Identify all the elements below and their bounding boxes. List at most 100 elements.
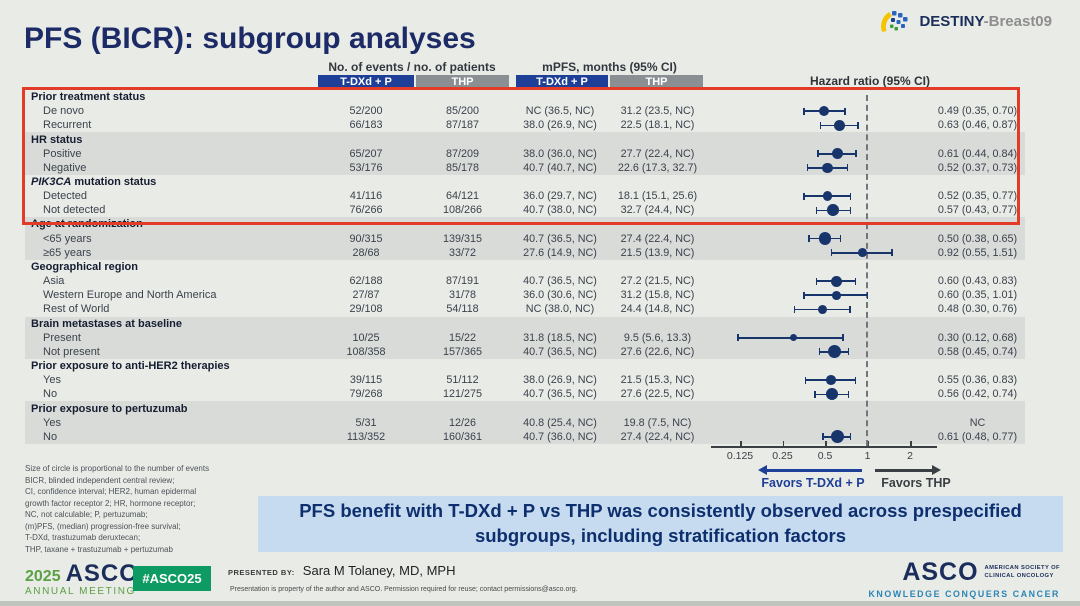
subgroup-row: No 79/268 121/275 40.7 (36.5, NC) 27.6 (22.5… [25, 387, 1025, 401]
arm-header-tdxd-mpfs: T-DXd + P [516, 75, 608, 90]
arm-header-thp-mpfs: THP [610, 75, 703, 90]
destiny-breast09-logo: DESTINY-Breast09 [878, 8, 1052, 34]
events-tdxd-value: 27/87 [352, 289, 380, 302]
axis-tick [910, 441, 912, 447]
events-tdxd-value: 39/115 [349, 374, 383, 387]
ci-cap-low [737, 334, 739, 342]
forest-plot-cell [705, 302, 930, 316]
events-thp-value: 85/178 [445, 161, 480, 174]
axis-tick-label: 0.5 [817, 450, 833, 462]
logo-breast09: -Breast09 [983, 12, 1052, 30]
forest-plot-cell [705, 345, 930, 359]
subgroup-row: Present 10/25 15/22 31.8 (18.5, NC) 9.5 (5.6… [25, 330, 1025, 345]
footnote-line: CI, confidence interval; HER2, human epi… [25, 487, 197, 496]
subgroup-label: Present [43, 331, 81, 344]
events-tdxd-value: 108/358 [346, 345, 386, 358]
ci-cap-high [855, 150, 857, 158]
favors-thp-arrow [875, 465, 941, 474]
forest-plot-cell [705, 104, 930, 118]
permission-note: Presentation is property of the author a… [230, 586, 578, 593]
forest-plot-cell [705, 232, 930, 246]
takeaway-banner: PFS benefit with T-DXd + P vs THP was co… [258, 496, 1063, 552]
axis-tick [782, 441, 784, 447]
mpfs-thp-value: 22.6 (17.3, 32.7) [617, 161, 698, 174]
ci-cap-low [806, 164, 809, 172]
hr-value: 0.61 (0.44, 0.84) [937, 147, 1018, 160]
ci-cap-low [804, 376, 807, 384]
subgroup-label: Recurrent [43, 119, 92, 132]
annual-meeting-label: ANNUAL MEETING [25, 586, 136, 597]
hr-point-marker [830, 430, 844, 444]
mpfs-tdxd-value: 40.7 (36.5, NC) [523, 388, 597, 401]
forest-plot-cell [705, 373, 930, 387]
ci-cap-high [854, 376, 857, 384]
ci-cap-high [846, 164, 849, 172]
subgroup-row: Not detected 76/266 108/266 40.7 (38.0, NC)… [25, 203, 1025, 217]
mpfs-tdxd-value: 38.0 (26.9, NC) [523, 119, 597, 132]
events-thp-value: 87/187 [445, 119, 480, 132]
subgroup-label: Yes [43, 374, 61, 387]
subgroup-label: ≥65 years [43, 246, 92, 259]
presented-by-label: PRESENTED BY: [228, 568, 295, 577]
forest-plot-cell [705, 118, 930, 132]
footnote-line: NC, not calculable; P, pertuzumab; [25, 510, 148, 519]
ci-cap-high [857, 121, 859, 129]
subgroup-row: Positive 65/207 87/209 38.0 (36.0, NC) 27.7 … [25, 146, 1025, 161]
forest-plot-cell [705, 246, 930, 260]
hr-value: 0.48 (0.30, 0.76) [937, 303, 1018, 316]
footnote-line: growth factor receptor 2; HR, hormone re… [25, 498, 196, 508]
mpfs-tdxd-value: NC (36.5, NC) [525, 105, 595, 118]
hr-value: 0.58 (0.45, 0.74) [937, 345, 1018, 358]
events-thp-value: 160/361 [442, 430, 483, 443]
mpfs-thp-value: 19.8 (7.5, NC) [623, 416, 692, 429]
ci-cap-high [842, 334, 844, 342]
hr-value: 0.56 (0.42, 0.74) [937, 388, 1018, 401]
subgroup-label: Detected [43, 190, 88, 203]
ci-cap-high [849, 305, 851, 313]
subgroup-row: Western Europe and North America 27/87 31/… [25, 288, 1025, 302]
group-header-row: Age at randomization [25, 217, 1025, 232]
mpfs-thp-value: 22.5 (18.1, NC) [620, 119, 695, 132]
subgroup-label: Yes [43, 416, 61, 429]
hr-point-marker [826, 375, 836, 386]
hr-value: 0.63 (0.46, 0.87) [937, 119, 1018, 132]
events-thp-value: 51/112 [446, 374, 479, 387]
asco-tagline: KNOWLEDGE CONQUERS CANCER [868, 589, 1060, 599]
mpfs-tdxd-value: 36.0 (29.7, NC) [523, 190, 597, 203]
hr-point-marker [831, 290, 841, 300]
mpfs-tdxd-value: 38.0 (26.9, NC) [523, 374, 597, 387]
forest-plot-cell [705, 274, 930, 288]
events-thp-value: 12/26 [448, 416, 477, 429]
hr-point-marker [818, 232, 832, 245]
ci-cap-high [844, 107, 846, 115]
mpfs-tdxd-value: 27.6 (14.9, NC) [523, 246, 597, 259]
events-tdxd-value: 29/108 [349, 303, 383, 316]
ci-cap-low [830, 249, 833, 257]
hr-point-marker [833, 119, 845, 131]
forest-plot-cell [705, 147, 930, 161]
hr-value: 0.60 (0.35, 1.01) [937, 289, 1018, 302]
subgroup-label: Western Europe and North America [43, 289, 217, 302]
header-mpfs: mPFS, months (95% CI) [542, 60, 677, 74]
asco-society-name: AMERICAN SOCIETY OF CLINICAL ONCOLOGY [985, 565, 1060, 580]
logo-destiny: DESTINY [919, 12, 984, 30]
forest-plot-cell [705, 288, 930, 302]
group-header-label: Age at randomization [31, 218, 143, 231]
hr-value: 0.49 (0.35, 0.70) [937, 105, 1018, 118]
mpfs-tdxd-value: 40.7 (38.0, NC) [523, 204, 597, 217]
favors-thp-label: Favors THP [881, 476, 951, 490]
mpfs-thp-value: 31.2 (23.5, NC) [620, 105, 695, 118]
mpfs-tdxd-value: 31.8 (18.5, NC) [523, 331, 597, 344]
events-tdxd-value: 65/207 [349, 147, 383, 160]
group-header-label: Brain metastases at baseline [31, 317, 183, 330]
destiny-fan-icon [881, 11, 908, 32]
group-header-label: Prior exposure to pertuzumab [31, 402, 188, 415]
ci-cap-high [849, 192, 852, 200]
forest-plot-cell [705, 430, 930, 444]
events-tdxd-value: 113/352 [346, 430, 386, 443]
hr-value: 0.50 (0.38, 0.65) [937, 232, 1018, 245]
subgroup-row: ≥65 years 28/68 33/72 27.6 (14.9, NC) 21.5 (… [25, 245, 1025, 260]
axis-tick [740, 441, 742, 447]
ci-cap-low [803, 291, 805, 299]
